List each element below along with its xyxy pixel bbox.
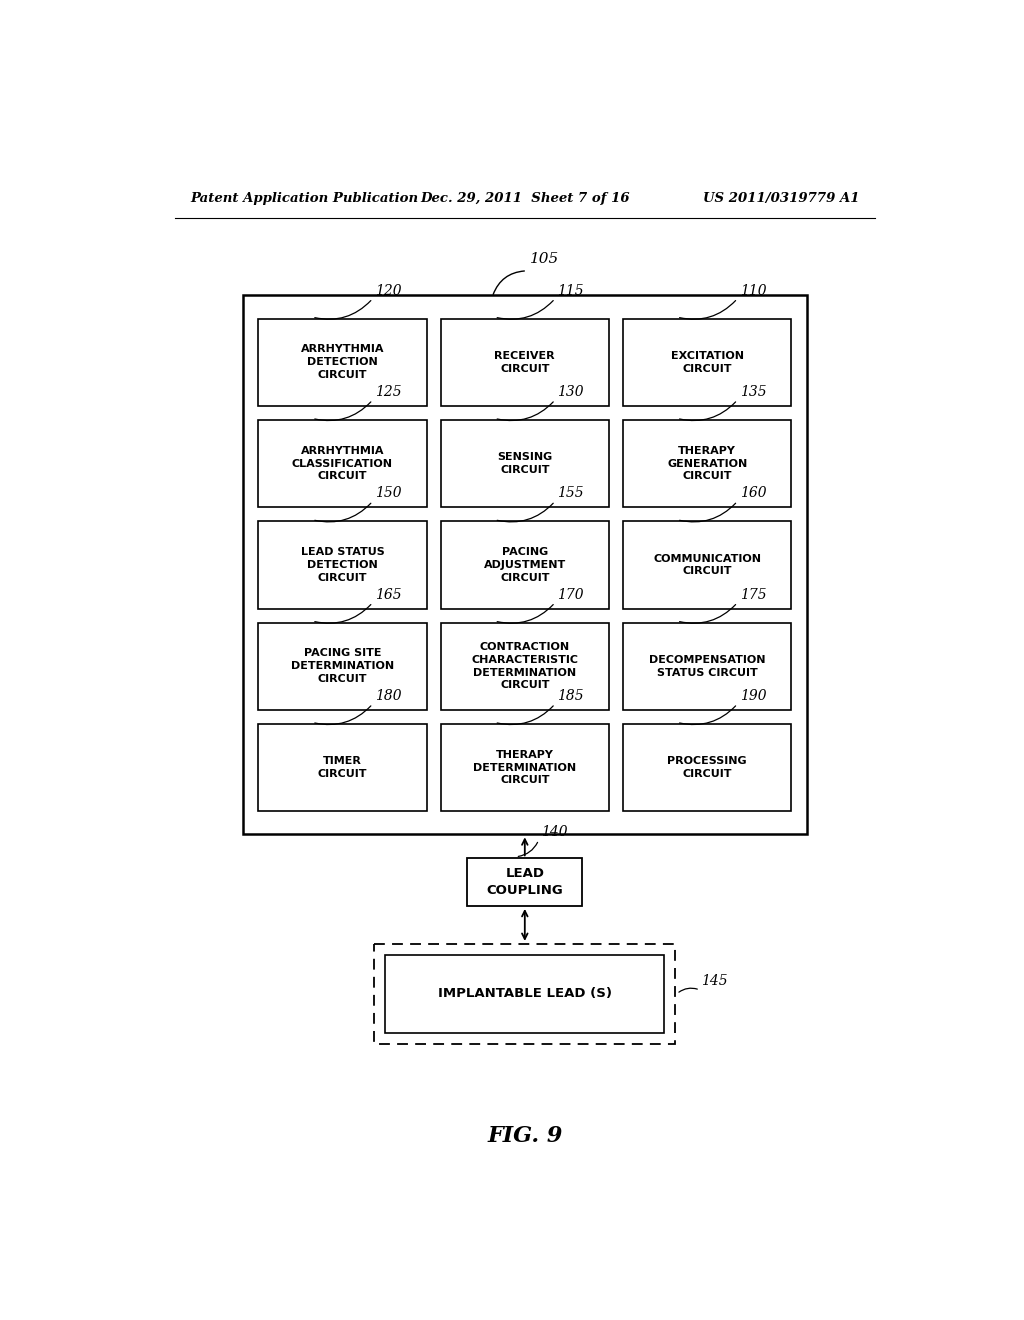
Text: 150: 150 xyxy=(375,487,401,500)
Text: 155: 155 xyxy=(557,487,584,500)
Text: 145: 145 xyxy=(701,974,728,989)
Text: US 2011/0319779 A1: US 2011/0319779 A1 xyxy=(703,191,859,205)
Text: THERAPY
DETERMINATION
CIRCUIT: THERAPY DETERMINATION CIRCUIT xyxy=(473,750,577,785)
Text: 110: 110 xyxy=(739,284,766,298)
Text: IMPLANTABLE LEAD (S): IMPLANTABLE LEAD (S) xyxy=(438,987,611,1001)
Text: 185: 185 xyxy=(557,689,584,704)
Text: PACING SITE
DETERMINATION
CIRCUIT: PACING SITE DETERMINATION CIRCUIT xyxy=(291,648,394,684)
Text: 165: 165 xyxy=(375,587,401,602)
Text: TIMER
CIRCUIT: TIMER CIRCUIT xyxy=(317,756,368,779)
Text: 170: 170 xyxy=(557,587,584,602)
Text: ARRHYTHMIA
DETECTION
CIRCUIT: ARRHYTHMIA DETECTION CIRCUIT xyxy=(301,345,384,380)
Bar xyxy=(258,623,427,710)
Text: EXCITATION
CIRCUIT: EXCITATION CIRCUIT xyxy=(671,351,743,374)
Text: 125: 125 xyxy=(375,385,401,399)
Text: 135: 135 xyxy=(739,385,766,399)
Text: 160: 160 xyxy=(739,487,766,500)
Text: THERAPY
GENERATION
CIRCUIT: THERAPY GENERATION CIRCUIT xyxy=(667,446,748,482)
Bar xyxy=(385,954,665,1034)
Bar xyxy=(440,420,609,507)
Text: Patent Application Publication: Patent Application Publication xyxy=(190,191,418,205)
Bar xyxy=(243,296,807,834)
Text: 115: 115 xyxy=(557,284,584,298)
Bar xyxy=(258,318,427,407)
Text: ARRHYTHMIA
CLASSIFICATION
CIRCUIT: ARRHYTHMIA CLASSIFICATION CIRCUIT xyxy=(292,446,393,482)
Bar xyxy=(440,318,609,407)
Bar xyxy=(623,723,792,812)
Bar xyxy=(258,723,427,812)
Text: 130: 130 xyxy=(557,385,584,399)
Text: SENSING
CIRCUIT: SENSING CIRCUIT xyxy=(498,453,552,475)
Text: PACING
ADJUSTMENT
CIRCUIT: PACING ADJUSTMENT CIRCUIT xyxy=(483,548,566,582)
Text: LEAD
COUPLING: LEAD COUPLING xyxy=(486,867,563,898)
Text: 190: 190 xyxy=(739,689,766,704)
Bar xyxy=(440,623,609,710)
Bar xyxy=(623,318,792,407)
Bar xyxy=(623,420,792,507)
Bar xyxy=(440,723,609,812)
Text: 180: 180 xyxy=(375,689,401,704)
Text: RECEIVER
CIRCUIT: RECEIVER CIRCUIT xyxy=(495,351,555,374)
Bar xyxy=(623,623,792,710)
Text: 120: 120 xyxy=(375,284,401,298)
Text: 105: 105 xyxy=(529,252,559,267)
Text: PROCESSING
CIRCUIT: PROCESSING CIRCUIT xyxy=(668,756,746,779)
Bar xyxy=(258,420,427,507)
Text: Dec. 29, 2011  Sheet 7 of 16: Dec. 29, 2011 Sheet 7 of 16 xyxy=(420,191,630,205)
Text: CONTRACTION
CHARACTERISTIC
DETERMINATION
CIRCUIT: CONTRACTION CHARACTERISTIC DETERMINATION… xyxy=(471,642,579,690)
Text: DECOMPENSATION
STATUS CIRCUIT: DECOMPENSATION STATUS CIRCUIT xyxy=(649,655,765,677)
Text: LEAD STATUS
DETECTION
CIRCUIT: LEAD STATUS DETECTION CIRCUIT xyxy=(300,548,384,582)
Bar xyxy=(440,521,609,609)
Text: COMMUNICATION
CIRCUIT: COMMUNICATION CIRCUIT xyxy=(653,553,761,577)
Bar xyxy=(623,521,792,609)
Bar xyxy=(375,944,675,1044)
Text: 175: 175 xyxy=(739,587,766,602)
Bar xyxy=(467,858,583,906)
Text: 140: 140 xyxy=(541,825,567,840)
Bar xyxy=(258,521,427,609)
Text: FIG. 9: FIG. 9 xyxy=(487,1125,562,1147)
